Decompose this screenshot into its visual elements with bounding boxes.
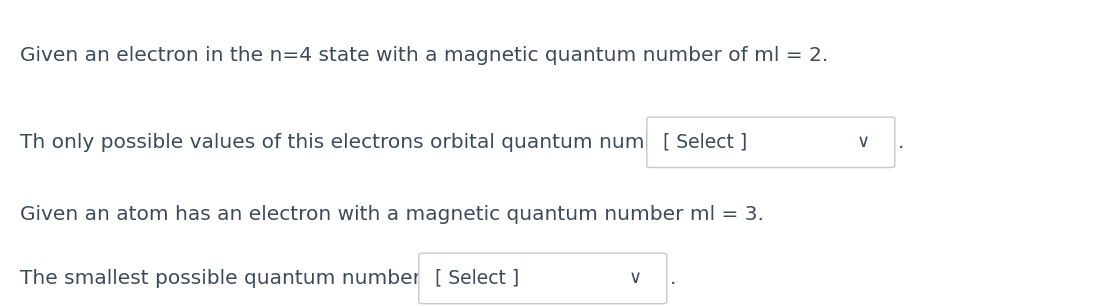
- Text: The smallest possible quantum number n is: The smallest possible quantum number n i…: [20, 269, 463, 288]
- Text: ∨: ∨: [856, 133, 869, 151]
- FancyBboxPatch shape: [419, 253, 667, 304]
- Text: [ Select ]: [ Select ]: [663, 133, 747, 152]
- Text: .: .: [670, 269, 677, 288]
- Text: [ Select ]: [ Select ]: [435, 269, 519, 288]
- Text: ∨: ∨: [628, 270, 641, 287]
- Text: .: .: [898, 133, 905, 152]
- Text: Given an atom has an electron with a magnetic quantum number ml = 3.: Given an atom has an electron with a mag…: [20, 205, 764, 224]
- Text: Th only possible values of this electrons orbital quantum number l are: Th only possible values of this electron…: [20, 133, 730, 152]
- Text: Given an electron in the n=4 state with a magnetic quantum number of ml = 2.: Given an electron in the n=4 state with …: [20, 46, 828, 65]
- FancyBboxPatch shape: [647, 117, 895, 168]
